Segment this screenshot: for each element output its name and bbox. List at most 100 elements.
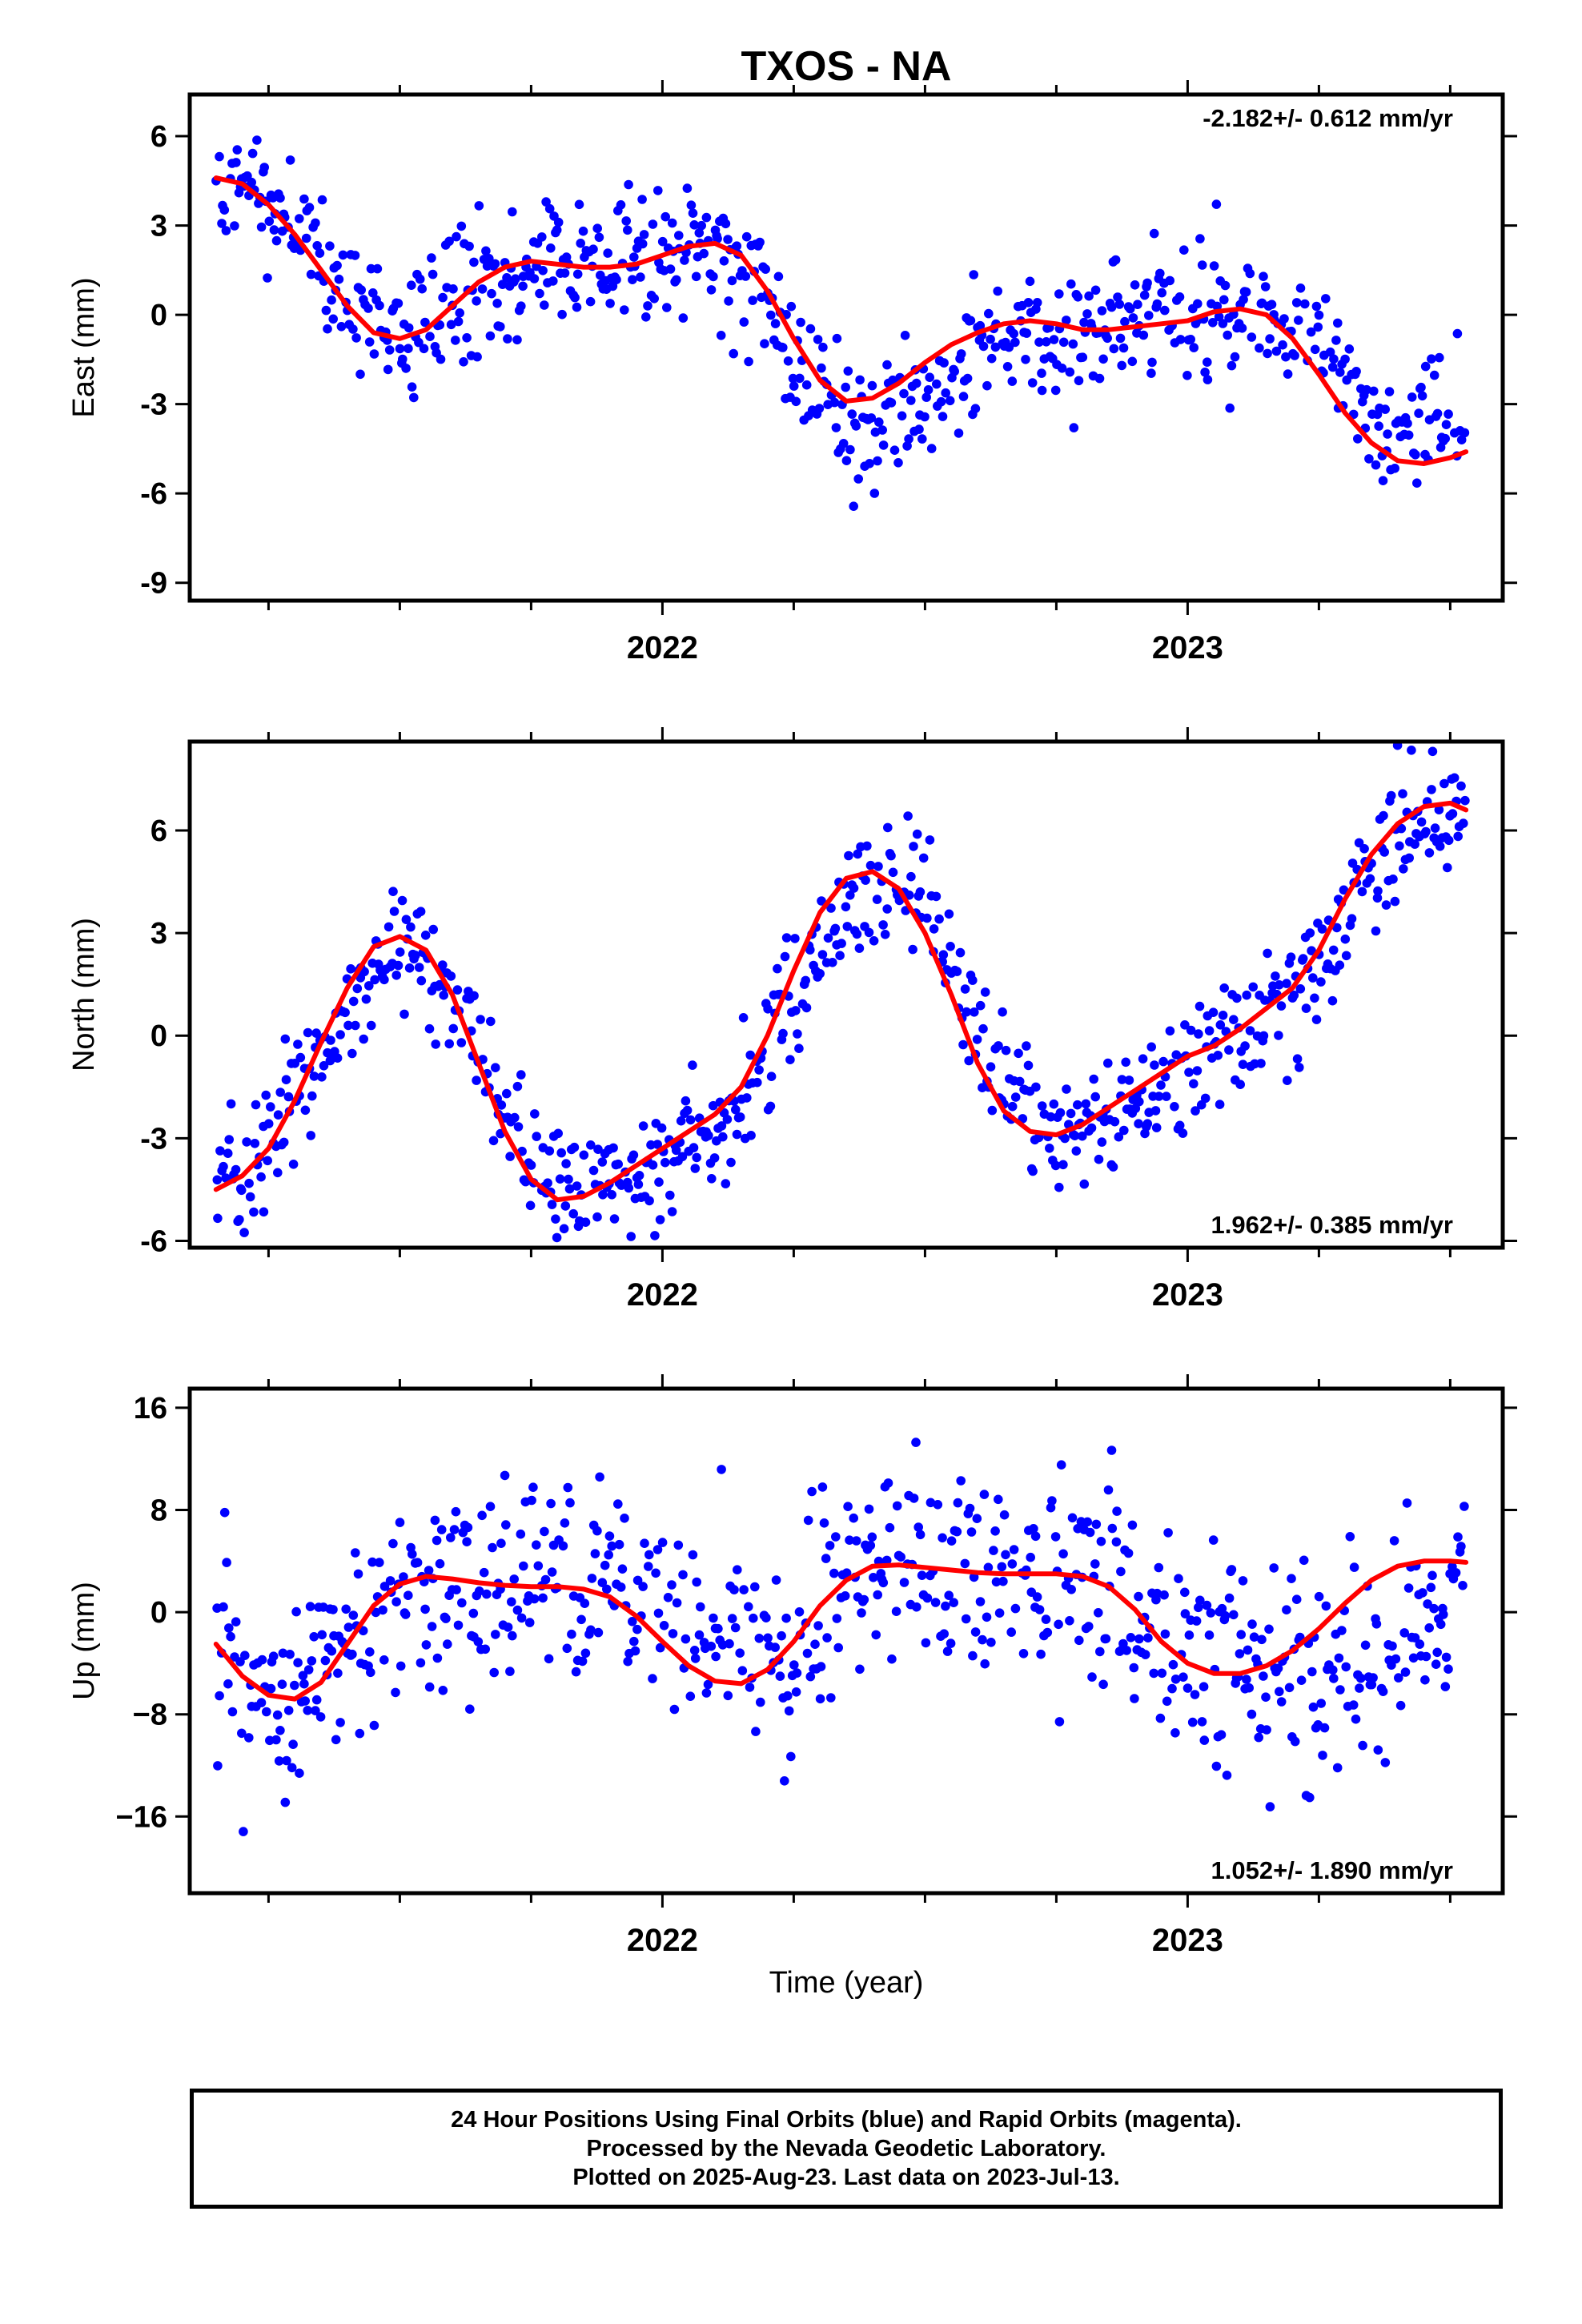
data-point xyxy=(1276,1697,1287,1707)
data-point xyxy=(681,1634,691,1644)
data-point xyxy=(1215,1020,1226,1030)
data-point xyxy=(620,305,629,315)
data-point xyxy=(713,234,722,243)
data-point xyxy=(266,1102,275,1112)
data-point xyxy=(921,1638,931,1648)
data-point xyxy=(926,1498,936,1508)
data-point xyxy=(411,951,420,960)
data-point xyxy=(1073,1100,1082,1110)
data-point xyxy=(1276,1001,1287,1011)
data-point xyxy=(938,1533,947,1543)
data-point xyxy=(832,1614,842,1623)
data-point xyxy=(1295,984,1306,994)
data-point xyxy=(572,269,583,279)
data-point xyxy=(744,1602,753,1612)
data-point xyxy=(261,1090,271,1100)
data-point xyxy=(750,1582,760,1592)
data-point xyxy=(1154,1562,1164,1573)
data-point xyxy=(1271,971,1280,981)
data-point xyxy=(1232,993,1242,1003)
data-point xyxy=(285,155,295,165)
data-point xyxy=(364,337,375,347)
data-point xyxy=(832,333,842,344)
data-point xyxy=(1430,823,1440,833)
data-point xyxy=(649,294,659,304)
data-point xyxy=(751,1727,761,1736)
data-point xyxy=(502,1088,512,1099)
data-point xyxy=(593,1627,604,1638)
data-point xyxy=(420,931,431,940)
data-point xyxy=(780,1776,789,1786)
data-point xyxy=(569,1142,580,1152)
data-point xyxy=(595,1472,604,1482)
data-point xyxy=(541,197,551,207)
time-series-figure: TXOS - NA 2022 2023 6 3 0 -3 -6 -9 East (mm) -2.1… xyxy=(67,43,1517,2000)
data-point xyxy=(921,392,931,402)
data-point xyxy=(1212,301,1223,312)
data-point xyxy=(629,1636,639,1647)
data-point xyxy=(462,1537,472,1546)
data-point xyxy=(1417,391,1427,401)
data-point xyxy=(955,947,966,958)
data-point xyxy=(1219,983,1229,993)
data-point xyxy=(1165,275,1174,286)
data-point xyxy=(1282,979,1291,988)
data-point xyxy=(1223,330,1232,340)
up-panel: 2022 2023 16 8 0 −8 −16 Up (mm) 1.052+/- 1.890 m… xyxy=(67,1374,1517,1958)
data-point xyxy=(271,235,282,246)
data-point xyxy=(1245,1026,1255,1035)
data-point xyxy=(1094,373,1105,384)
data-point xyxy=(217,219,227,228)
chart-title: TXOS - NA xyxy=(741,43,952,90)
data-point xyxy=(1184,1068,1194,1077)
data-point xyxy=(1134,1591,1143,1602)
data-point xyxy=(425,332,435,342)
data-point xyxy=(417,283,427,294)
data-point xyxy=(526,1160,536,1170)
data-point xyxy=(311,218,320,228)
data-point xyxy=(1032,1592,1042,1602)
data-point xyxy=(1142,278,1152,288)
data-point xyxy=(557,309,567,320)
data-point xyxy=(854,943,865,953)
data-point xyxy=(1139,290,1150,300)
data-point xyxy=(295,1768,304,1778)
data-point xyxy=(733,1565,742,1574)
data-point xyxy=(1242,990,1251,1000)
data-point xyxy=(435,1558,445,1569)
data-point xyxy=(1170,1675,1181,1684)
data-point xyxy=(1227,360,1237,371)
data-point xyxy=(636,272,645,282)
data-point xyxy=(946,942,955,951)
data-point xyxy=(1307,946,1316,955)
data-point xyxy=(333,1668,343,1679)
data-point xyxy=(1218,319,1228,328)
data-point xyxy=(1117,360,1126,371)
data-point xyxy=(789,1660,799,1670)
data-point xyxy=(841,382,850,392)
data-point xyxy=(778,343,788,352)
data-point xyxy=(909,842,918,851)
data-point xyxy=(761,264,770,274)
data-point xyxy=(932,379,942,389)
data-point xyxy=(1007,1101,1018,1112)
data-point xyxy=(1456,781,1466,791)
data-point xyxy=(815,1694,825,1704)
data-point xyxy=(1453,1532,1463,1542)
data-point xyxy=(1086,1123,1097,1133)
north-panel: 2022 2023 6 3 0 -3 -6 North (mm) 1.962+/- 0.385 … xyxy=(67,727,1517,1313)
data-point xyxy=(648,219,658,229)
data-point xyxy=(435,320,445,330)
data-point xyxy=(1332,923,1342,933)
data-point xyxy=(431,1039,440,1049)
data-point xyxy=(697,220,706,231)
data-point xyxy=(1349,1562,1359,1572)
data-point xyxy=(1098,354,1108,364)
data-point xyxy=(912,829,922,839)
data-point xyxy=(341,1604,351,1614)
data-point xyxy=(560,268,570,278)
y-tick-label: -9 xyxy=(140,567,167,601)
data-point xyxy=(1050,1532,1061,1542)
data-point xyxy=(766,1072,777,1081)
data-point xyxy=(519,1561,528,1571)
